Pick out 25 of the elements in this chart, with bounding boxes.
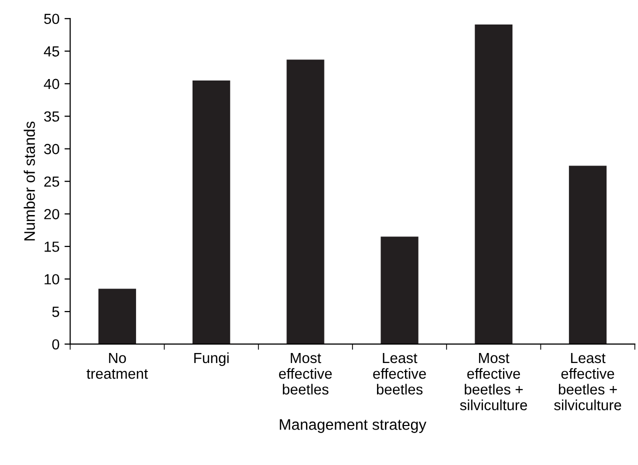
y-axis-title: Number of stands bbox=[24, 122, 35, 240]
y-tick-label: 5 bbox=[52, 306, 60, 317]
x-tick-label: Least effective beetles bbox=[373, 352, 426, 395]
y-tick-label: 20 bbox=[44, 209, 60, 220]
x-tick-label: Least effective beetles + silviculture bbox=[554, 352, 622, 410]
x-axis-title: Management strategy bbox=[280, 419, 426, 433]
y-tick-label: 30 bbox=[44, 144, 60, 154]
y-tick-label: 50 bbox=[44, 14, 60, 24]
y-tick-label: 25 bbox=[44, 176, 60, 187]
y-tick-label: 45 bbox=[44, 46, 60, 57]
x-tick-label: Fungi bbox=[194, 352, 229, 366]
bar bbox=[568, 166, 607, 344]
y-tick-label: 15 bbox=[44, 242, 60, 252]
bar bbox=[98, 288, 136, 344]
y-tick-label: 35 bbox=[44, 111, 60, 122]
bar bbox=[192, 80, 230, 344]
bar bbox=[380, 236, 418, 344]
y-tick-label: 10 bbox=[44, 274, 60, 284]
bar bbox=[474, 24, 512, 344]
x-tick-label: Most effective beetles + silviculture bbox=[460, 352, 528, 410]
x-tick-label: No treatment bbox=[86, 352, 148, 379]
bar bbox=[286, 60, 324, 344]
x-tick-label: Most effective beetles bbox=[279, 352, 332, 395]
y-tick-label: 40 bbox=[44, 78, 60, 90]
y-tick-label: 0 bbox=[52, 339, 60, 350]
